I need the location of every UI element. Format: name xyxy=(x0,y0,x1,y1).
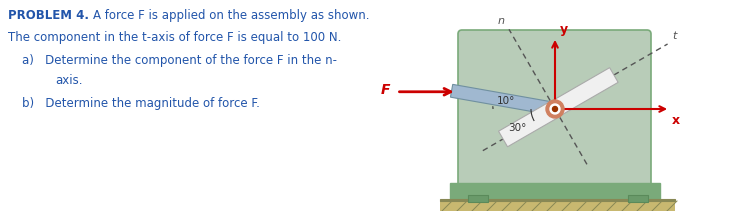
Text: y: y xyxy=(560,23,568,36)
Text: t: t xyxy=(672,31,677,41)
Bar xyxy=(440,199,675,201)
Text: x: x xyxy=(672,114,680,127)
Circle shape xyxy=(550,104,560,114)
FancyBboxPatch shape xyxy=(458,30,651,190)
Bar xyxy=(468,195,488,202)
Text: n: n xyxy=(498,16,505,26)
Circle shape xyxy=(553,107,557,111)
Polygon shape xyxy=(550,68,618,116)
Text: A force F is applied on the assembly as shown.: A force F is applied on the assembly as … xyxy=(93,9,370,22)
Text: axis.: axis. xyxy=(55,74,83,87)
Polygon shape xyxy=(450,84,556,115)
Text: b)   Determine the magnitude of force F.: b) Determine the magnitude of force F. xyxy=(22,97,260,110)
Text: 30°: 30° xyxy=(508,123,526,133)
Text: 10°: 10° xyxy=(497,96,515,106)
Bar xyxy=(440,200,675,211)
Text: The component in the t-axis of force F is equal to 100 N.: The component in the t-axis of force F i… xyxy=(8,31,341,44)
Bar xyxy=(450,183,660,199)
Polygon shape xyxy=(498,101,559,147)
Text: PROBLEM 4.: PROBLEM 4. xyxy=(8,9,89,22)
Circle shape xyxy=(546,100,564,118)
Bar xyxy=(628,195,648,202)
Text: a)   Determine the component of the force F in the n-: a) Determine the component of the force … xyxy=(22,54,337,67)
Text: F: F xyxy=(381,83,391,97)
